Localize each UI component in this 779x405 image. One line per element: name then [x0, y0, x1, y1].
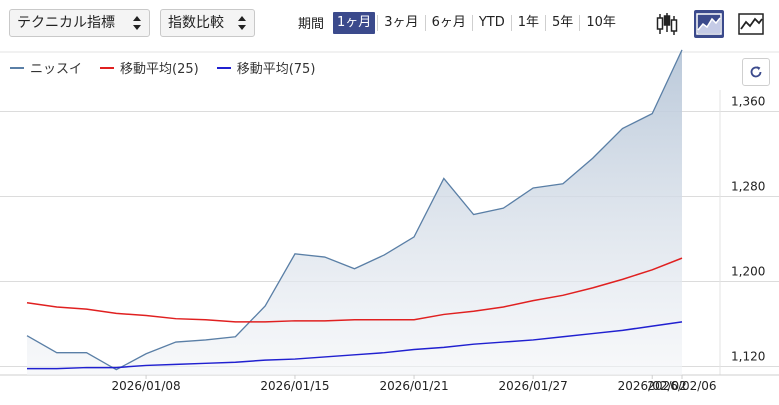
period-label: 期間 — [298, 17, 325, 32]
legend-label: 移動平均(75) — [236, 62, 316, 77]
updown-arrows-icon — [237, 14, 247, 32]
index-compare-select[interactable]: 指数比較 — [160, 9, 255, 37]
x-tick-label: 2026/01/27 — [499, 379, 568, 393]
divider — [377, 15, 379, 31]
candlestick-icon[interactable] — [652, 10, 682, 38]
legend: ニッスイ 移動平均(25) 移動平均(75) — [10, 58, 333, 77]
refresh-button[interactable] — [742, 58, 770, 86]
technical-indicator-select[interactable]: テクニカル指標 — [9, 9, 150, 37]
divider — [579, 15, 581, 31]
period-selector: 1ヶ月 3ヶ月 6ヶ月 YTD 1年 5年 10年 — [333, 11, 620, 35]
x-tick-label: 2026/02/06 — [647, 379, 716, 393]
legend-swatch — [216, 66, 231, 69]
price-line — [26, 49, 683, 371]
y-tick-label: 1,280 — [731, 180, 765, 194]
legend-label: ニッスイ — [30, 62, 83, 77]
area-chart-icon[interactable] — [694, 10, 724, 38]
y-tick-label: 1,200 — [731, 265, 765, 279]
divider — [545, 15, 547, 31]
ma25-line — [26, 257, 683, 323]
divider — [510, 15, 512, 31]
y-tick-label: 1,120 — [731, 350, 765, 364]
period-10y[interactable]: 10年 — [586, 15, 616, 30]
legend-swatch — [10, 66, 24, 69]
technical-indicator-label: テクニカル指標 — [17, 15, 115, 31]
x-tick-label: 2026/02/02 — [618, 379, 687, 393]
updown-arrows-icon — [132, 14, 142, 32]
line-chart-icon[interactable] — [736, 10, 766, 38]
legend-item-ma75[interactable]: 移動平均(75) — [216, 58, 316, 77]
period-ytd[interactable]: YTD — [478, 15, 505, 30]
legend-label: 移動平均(25) — [120, 62, 199, 77]
period-3m[interactable]: 3ヶ月 — [384, 15, 419, 30]
divider — [471, 15, 473, 31]
legend-item-price[interactable]: ニッスイ — [10, 58, 82, 77]
ma75-line — [27, 321, 683, 370]
legend-swatch — [100, 66, 115, 69]
toolbar: テクニカル指標 指数比較 期間 1ヶ月 3ヶ月 6ヶ月 YTD 1年 5年 10… — [0, 0, 779, 50]
x-tick-label: 2026/01/21 — [379, 379, 448, 393]
index-compare-label: 指数比較 — [168, 15, 224, 31]
x-tick-label: 2026/01/08 — [112, 379, 181, 393]
divider — [424, 15, 426, 31]
period-5y[interactable]: 5年 — [552, 15, 574, 30]
legend-item-ma25[interactable]: 移動平均(25) — [100, 58, 199, 77]
period-6m[interactable]: 6ヶ月 — [431, 15, 466, 30]
price-area-fill — [27, 49, 682, 375]
period-1m[interactable]: 1ヶ月 — [333, 12, 376, 34]
period-1y[interactable]: 1年 — [517, 15, 540, 30]
y-tick-label: 1,360 — [731, 95, 765, 109]
refresh-icon — [750, 66, 762, 78]
x-tick-label: 2026/01/15 — [260, 379, 329, 393]
